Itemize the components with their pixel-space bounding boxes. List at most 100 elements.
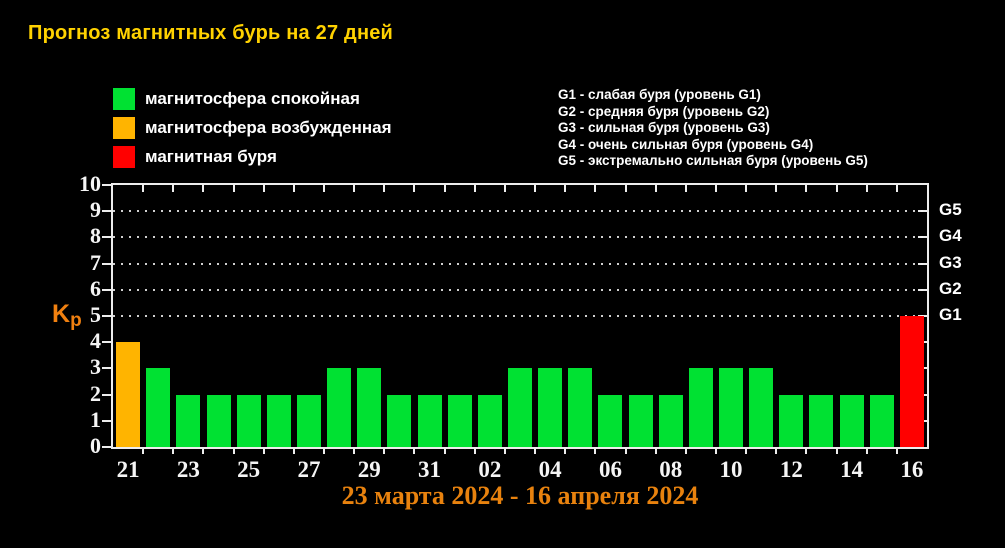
bar-day-01 [447, 394, 472, 447]
bottom-axis-tick-mark [805, 449, 808, 454]
y-axis-tick-mark [102, 210, 113, 213]
storm-scale-line-g2: G2 - средняя буря (уровень G2) [558, 103, 770, 119]
y-axis-tick-mark [102, 288, 113, 291]
bottom-axis-tick-mark [262, 449, 265, 454]
gridline-kp7 [113, 262, 927, 265]
gridline-kp5 [113, 315, 927, 317]
bottom-axis-tick-mark [865, 449, 868, 454]
bottom-axis-tick-mark [654, 449, 657, 454]
top-axis-tick-mark [654, 185, 657, 192]
bar-day-11 [749, 368, 774, 447]
bottom-axis-tick-mark [202, 449, 205, 454]
bottom-axis-tick-mark [473, 449, 476, 454]
top-axis-tick-mark [564, 185, 567, 192]
bar-day-12 [779, 394, 804, 447]
bottom-axis-tick-mark [232, 449, 235, 454]
top-axis-tick-mark [443, 185, 446, 192]
bottom-axis-tick-mark [503, 449, 506, 454]
y-axis-tick-label: 10 [79, 171, 101, 196]
legend-item-label: магнитосфера возбужденная [145, 118, 392, 137]
storm-scale-legend: G1 - слабая буря (уровень G1) G2 - средн… [558, 87, 868, 170]
bar-day-27 [296, 394, 321, 447]
bar-day-04 [538, 368, 563, 447]
excited-color-swatch [113, 117, 135, 139]
bottom-axis-tick-mark [594, 449, 597, 454]
bar-day-22 [146, 368, 171, 447]
right-axis-label-g5: G5 [939, 200, 962, 220]
bottom-axis-tick-mark [564, 449, 567, 454]
bar-day-14 [839, 394, 864, 447]
bottom-axis-tick-mark [353, 449, 356, 454]
bar-day-06 [598, 394, 623, 447]
right-axis-label-g2: G2 [939, 278, 962, 298]
y-axis-tick-mark [102, 262, 113, 265]
x-axis-tick-label: 31 [418, 457, 442, 482]
top-axis-tick-mark [323, 185, 326, 192]
bar-day-29 [357, 368, 382, 447]
x-axis-tick-label: 06 [598, 457, 622, 482]
chart-legend: магнитосфера спокойная магнитосфера возб… [113, 88, 392, 175]
y-axis-tick-label: 1 [90, 406, 101, 432]
bar-day-16 [899, 316, 924, 447]
legend-item-excited: магнитосфера возбужденная [113, 117, 392, 139]
top-axis-tick-mark [714, 185, 717, 192]
x-axis-tick-label: 04 [538, 457, 562, 482]
bar-day-10 [719, 368, 744, 447]
bottom-axis-tick-mark [413, 449, 416, 454]
quiet-color-swatch [113, 88, 135, 110]
bottom-axis-tick-mark [172, 449, 175, 454]
top-axis-tick-mark [503, 185, 506, 192]
x-axis-tick-label: 02 [478, 457, 502, 482]
bottom-axis-tick-mark [534, 449, 537, 454]
bottom-axis-tick-mark [142, 449, 145, 454]
top-axis-tick-mark [745, 185, 748, 192]
bar-day-28 [327, 368, 352, 447]
y-axis-tick-mark [102, 236, 113, 239]
y-axis-tick-label: 9 [90, 197, 101, 223]
x-axis-tick-label: 12 [779, 457, 803, 482]
top-axis-tick-mark [684, 185, 687, 192]
y-axis-tick-label: 3 [90, 354, 101, 380]
x-axis-tick-label: 23 [176, 457, 200, 482]
right-axis-label-g3: G3 [939, 252, 962, 272]
bar-day-31 [417, 394, 442, 447]
y-axis-tick-mark [102, 315, 113, 317]
top-axis-tick-mark [805, 185, 808, 192]
x-axis-tick-label: 10 [719, 457, 743, 482]
top-axis-tick-mark [895, 185, 898, 192]
y-axis-tick-label: 0 [90, 433, 101, 458]
gridline-kp8 [113, 236, 927, 239]
legend-item-quiet: магнитосфера спокойная [113, 88, 392, 110]
y-axis-tick-mark [102, 367, 113, 370]
bottom-axis-tick-mark [383, 449, 386, 454]
bottom-axis-tick-mark [714, 449, 717, 454]
legend-item-label: магнитосфера спокойная [145, 89, 360, 108]
bar-day-15 [869, 394, 894, 447]
y-axis-tick-label: 5 [90, 302, 101, 327]
bar-day-05 [568, 368, 593, 447]
top-axis-tick-mark [142, 185, 145, 192]
top-axis-tick-mark [383, 185, 386, 192]
top-axis-tick-mark [473, 185, 476, 192]
top-axis-tick-mark [202, 185, 205, 192]
bar-day-21 [116, 342, 141, 447]
bottom-axis-tick-mark [624, 449, 627, 454]
bottom-axis-tick-mark [895, 449, 898, 454]
page-title: Прогноз магнитных бурь на 27 дней [28, 22, 394, 44]
bottom-axis-tick-mark [775, 449, 778, 454]
y-axis-tick-label: 7 [90, 249, 101, 275]
top-axis-tick-mark [413, 185, 416, 192]
bottom-axis-tick-mark [443, 449, 446, 454]
top-axis-tick-mark [353, 185, 356, 192]
x-axis-tick-label: 14 [840, 457, 864, 482]
y-axis-tick-mark [102, 341, 113, 344]
storm-scale-line-g3: G3 - сильная буря (уровень G3) [558, 120, 770, 135]
top-axis-tick-mark [835, 185, 838, 192]
bar-day-13 [809, 394, 834, 447]
bar-day-02 [477, 394, 502, 447]
y-axis-tick-label: 8 [90, 223, 101, 249]
bottom-axis-tick-mark [323, 449, 326, 454]
date-range-subtitle: 23 марта 2024 - 16 апреля 2024 [341, 481, 699, 510]
y-axis-tick-mark [102, 446, 113, 448]
